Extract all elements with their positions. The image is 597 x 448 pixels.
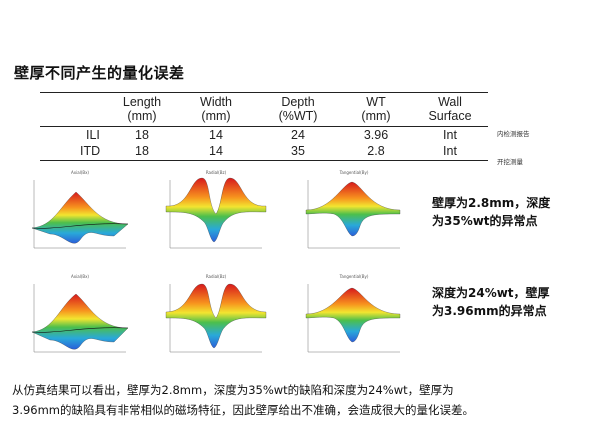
row-note: 内检测报告	[497, 130, 530, 138]
plot-tangential-1: Tangential(By)	[288, 166, 414, 262]
column-header-length: Length (mm)	[122, 95, 162, 123]
caption-second: 深度为24%wt，壁厚 为3.96mm的异常点	[432, 286, 550, 318]
row-label: ITD	[80, 144, 101, 158]
plot-tangential-2: Tangential(By)	[288, 270, 414, 366]
column-header-wt: WT (mm)	[361, 95, 391, 123]
table-cell: Int	[443, 144, 457, 158]
caption-first: 壁厚为2.8mm，深度 为35%wt的异常点	[432, 196, 551, 228]
table-cell: 3.96	[363, 128, 389, 142]
column-header-depth: Depth (%WT)	[278, 95, 318, 123]
plot-axial-1: Axial(Bx)	[14, 166, 140, 262]
plot-title: Radial(Bz)	[206, 274, 227, 279]
row-note: 开挖测量	[497, 158, 523, 166]
plot-axial-2: Axial(Bx)	[14, 270, 140, 366]
table-bottom-rule	[40, 160, 488, 161]
table-cell: 18	[135, 144, 149, 158]
table-cell: 35	[291, 144, 305, 158]
table-header-rule	[40, 126, 488, 127]
table-cell: 14	[209, 144, 223, 158]
table-cell: 2.8	[367, 144, 385, 158]
table-cell: 14	[209, 128, 223, 142]
plot-title: Tangential(By)	[339, 170, 369, 175]
plot-radial-1: Radial(Bz)	[150, 166, 276, 262]
column-header-width: Width (mm)	[200, 95, 232, 123]
table-top-rule	[40, 92, 488, 93]
plot-radial-2: Radial(Bz)	[150, 270, 276, 366]
plot-title: Axial(Bx)	[71, 170, 89, 175]
table-cell: 18	[135, 128, 149, 142]
page-title: 壁厚不同产生的量化误差	[14, 64, 185, 82]
row-label: ILI	[86, 128, 100, 142]
column-header-wall-surface: Wall Surface	[428, 95, 472, 123]
table-cell: 24	[291, 128, 305, 142]
plot-title: Axial(Bx)	[71, 274, 89, 279]
plot-title: Radial(Bz)	[206, 170, 227, 175]
table-cell: Int	[443, 128, 457, 142]
plot-title: Tangential(By)	[339, 274, 369, 279]
conclusion-text: 从仿真结果可以看出，壁厚为2.8mm，深度为35%wt的缺陷和深度为24%wt，…	[12, 383, 475, 417]
